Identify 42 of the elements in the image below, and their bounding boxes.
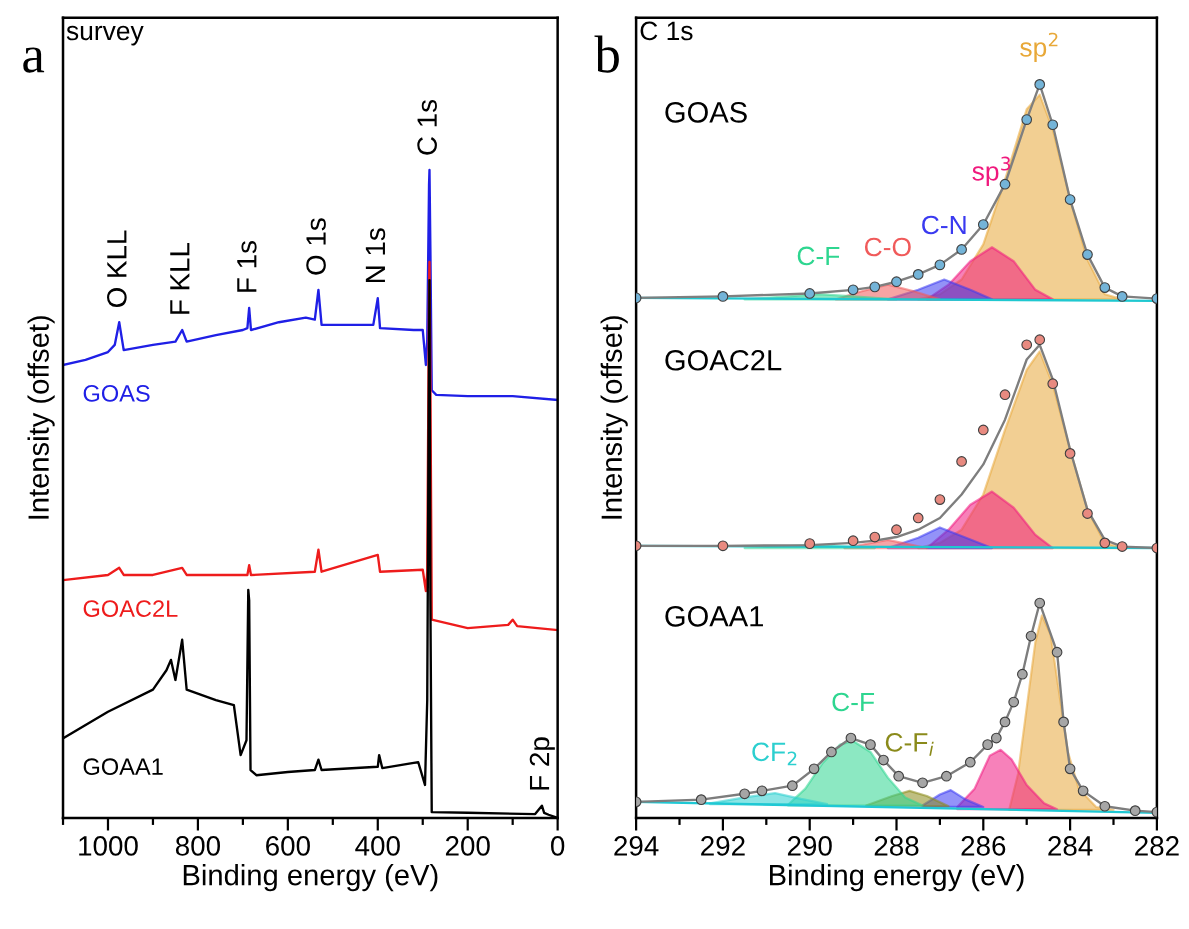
text: sp$^{3}$: [972, 156, 1011, 186]
text: b: [594, 35, 619, 73]
series-label: sp$^{2}$: [1020, 32, 1058, 62]
y-axis-title: Intensity (offset): [600, 316, 628, 519]
annotation: GOAS: [665, 102, 747, 123]
series-label: C-O: [864, 237, 911, 257]
series-label: GOAS: [83, 385, 150, 402]
y-axis-title: Intensity (offset): [27, 316, 55, 519]
x-tick-label: 288: [874, 836, 919, 856]
x-axis-title: Binding energy (eV): [183, 864, 438, 892]
annotation: GOAA1: [665, 605, 763, 627]
series-label: C-F$_{i}$: [885, 733, 934, 756]
x-tick-label: 284: [1048, 836, 1093, 856]
annotation: O KLL: [107, 230, 127, 308]
x-tick-label: 200: [445, 836, 490, 856]
annotation: F 2p: [529, 737, 555, 790]
x-tick-label: 286: [961, 836, 1006, 856]
annotation: C 1s: [417, 99, 437, 155]
series-label: GOAC2L: [83, 600, 178, 617]
x-axis-title: Binding energy (eV): [770, 864, 1024, 892]
x-tick-label: 294: [614, 836, 659, 856]
series-label: GOAA1: [83, 758, 163, 776]
series-label: C-N: [922, 215, 966, 235]
x-tick-label: 600: [266, 836, 310, 856]
annotation: O 1s: [306, 218, 326, 275]
x-tick-label: 800: [175, 836, 220, 856]
x-tick-label: 1000: [79, 836, 138, 856]
annotation: F 1s: [237, 241, 257, 292]
annotation: GOAC2L: [665, 349, 782, 371]
chart-title: survey: [66, 25, 144, 46]
annotation: F KLL: [170, 242, 190, 314]
x-tick-label: 282: [1135, 836, 1179, 856]
x-tick-label: 292: [701, 836, 745, 856]
chart-title: C 1s: [640, 21, 693, 41]
x-tick-label: 400: [355, 836, 400, 856]
text: a: [23, 47, 45, 73]
x-tick-label: 290: [787, 836, 832, 856]
series-label: C-F: [797, 246, 840, 266]
annotation: N 1s: [365, 228, 386, 283]
x-tick-label: 0: [551, 836, 565, 856]
series-label: C-F: [832, 692, 875, 712]
series-label: CF$_{2}$: [752, 742, 797, 766]
